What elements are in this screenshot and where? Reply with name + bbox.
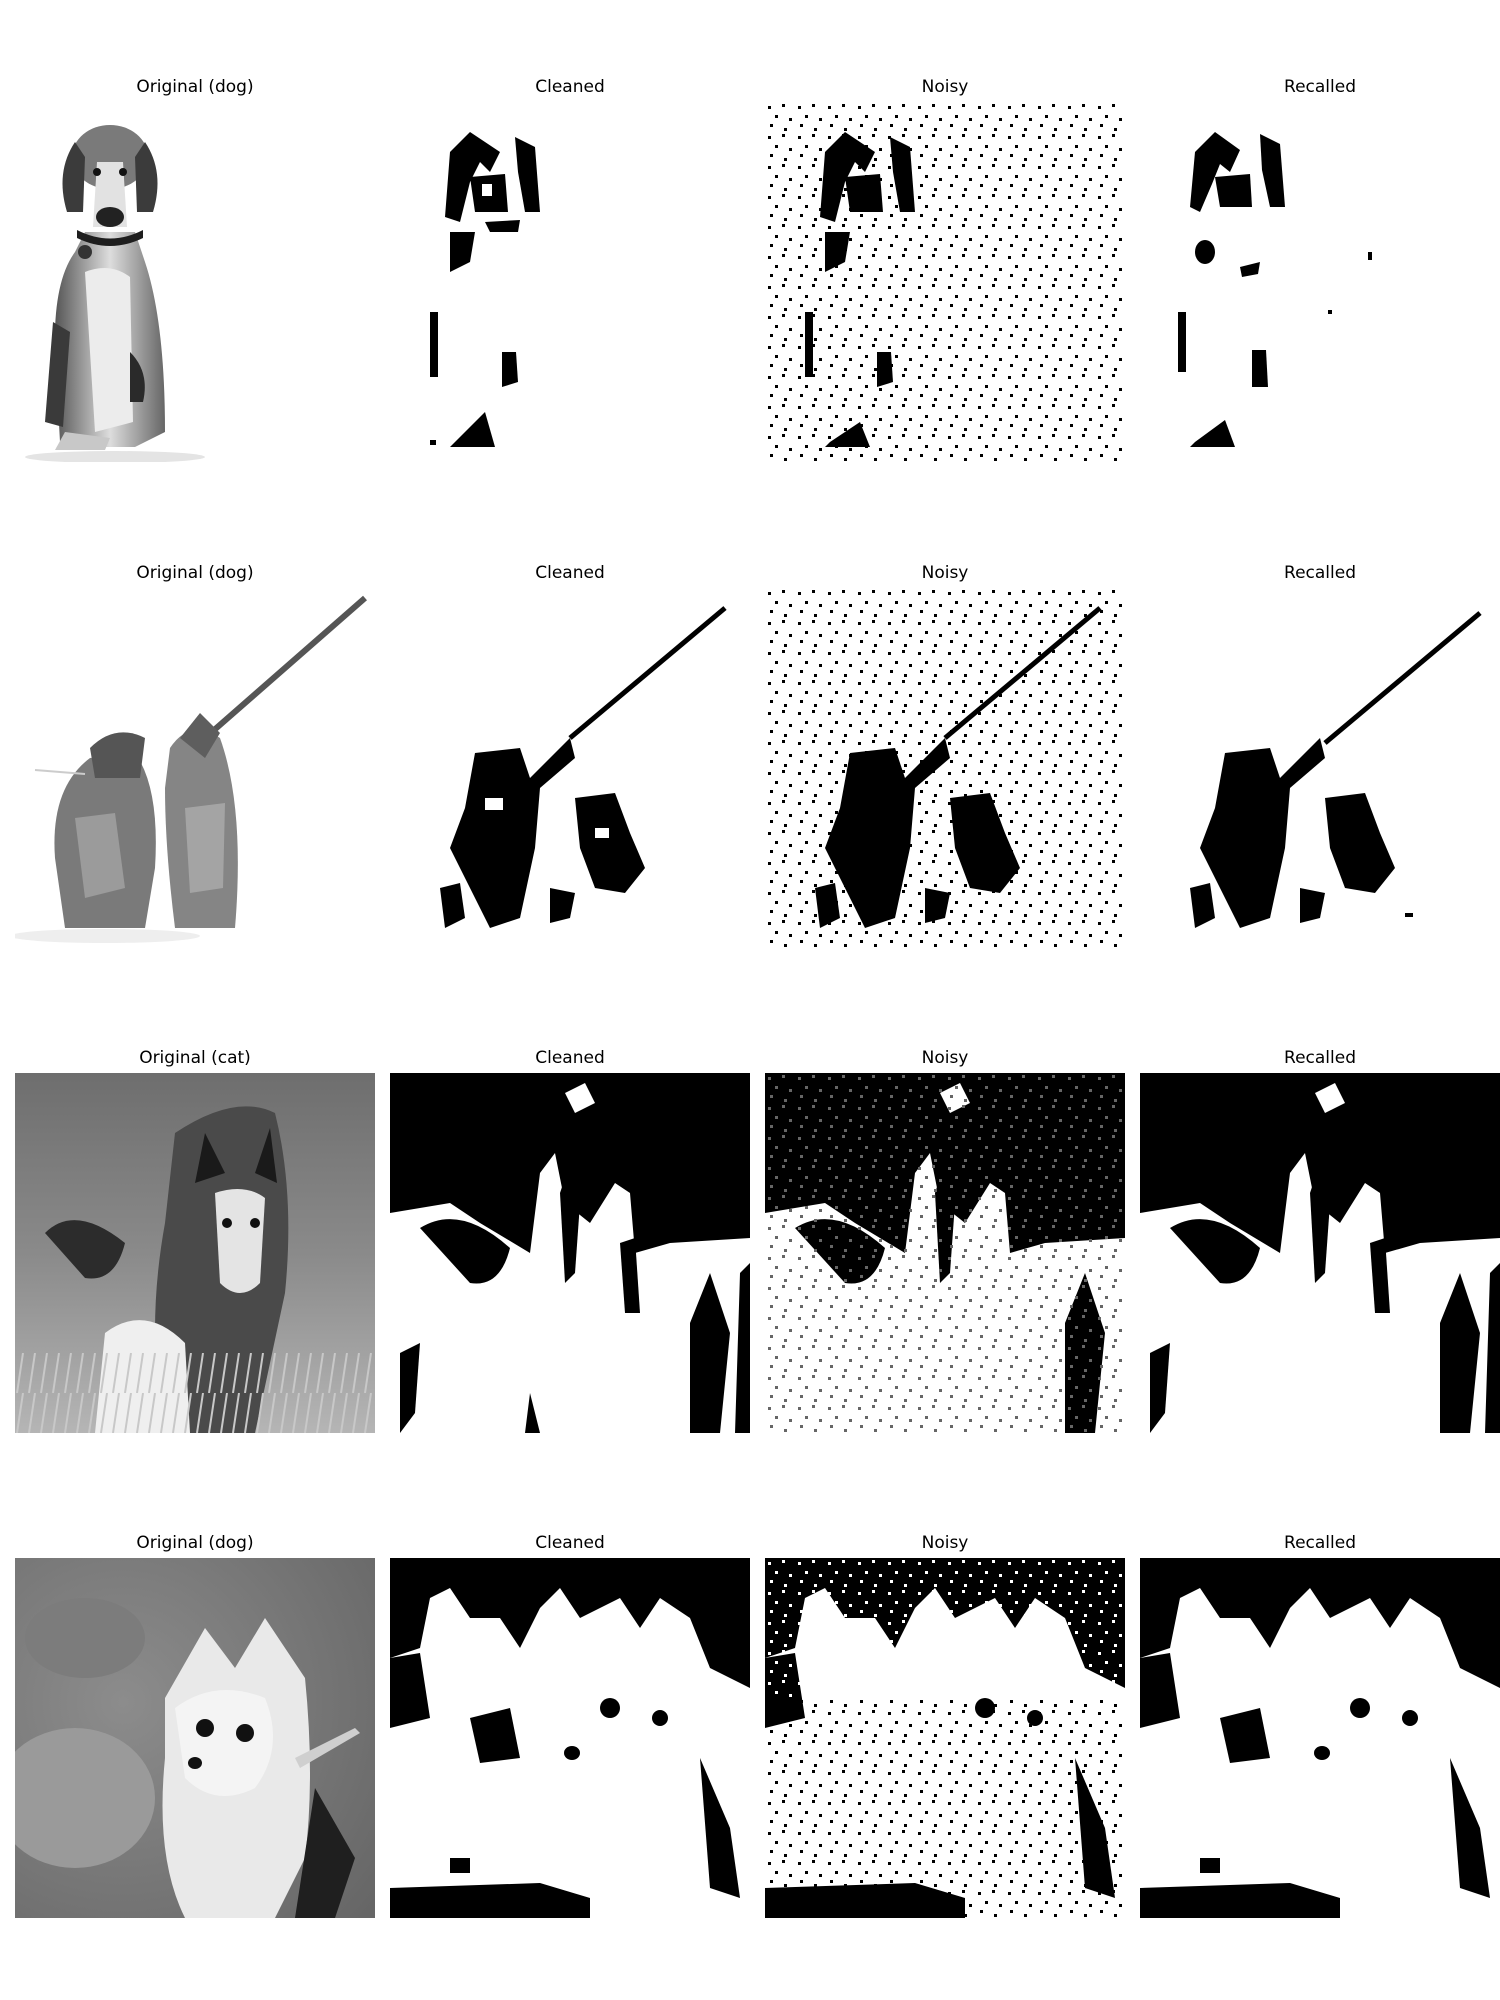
noisy-image [765, 1073, 1125, 1433]
panel-title: Recalled [1284, 563, 1356, 583]
cleaned-image [390, 1558, 750, 1918]
recalled-image [1140, 1073, 1500, 1433]
panel-title: Recalled [1284, 77, 1356, 97]
panel-title: Cleaned [535, 77, 605, 97]
panel-title: Recalled [1284, 1533, 1356, 1553]
cleaned-image [390, 1073, 750, 1433]
noisy-image [765, 588, 1125, 948]
recalled-image [1140, 1558, 1500, 1918]
panel-title: Original (dog) [136, 77, 254, 97]
recalled-image [1140, 102, 1500, 462]
original-image [15, 1073, 375, 1433]
noisy-image [765, 1558, 1125, 1918]
original-image [15, 102, 375, 462]
panel-title: Original (cat) [139, 1048, 251, 1068]
original-image [15, 588, 375, 948]
noisy-image [765, 102, 1125, 462]
panel-title: Noisy [921, 1533, 969, 1553]
panel-title: Noisy [921, 563, 969, 583]
recalled-image [1140, 588, 1500, 948]
cleaned-image [390, 588, 750, 948]
panel-title: Noisy [921, 1048, 969, 1068]
panel-title: Cleaned [535, 563, 605, 583]
original-image [15, 1558, 375, 1918]
panel-title: Cleaned [535, 1533, 605, 1553]
cleaned-image [390, 102, 750, 462]
panel-title: Original (dog) [136, 563, 254, 583]
panel-title: Noisy [921, 77, 969, 97]
panel-title: Recalled [1284, 1048, 1356, 1068]
panel-title: Original (dog) [136, 1533, 254, 1553]
panel-title: Cleaned [535, 1048, 605, 1068]
